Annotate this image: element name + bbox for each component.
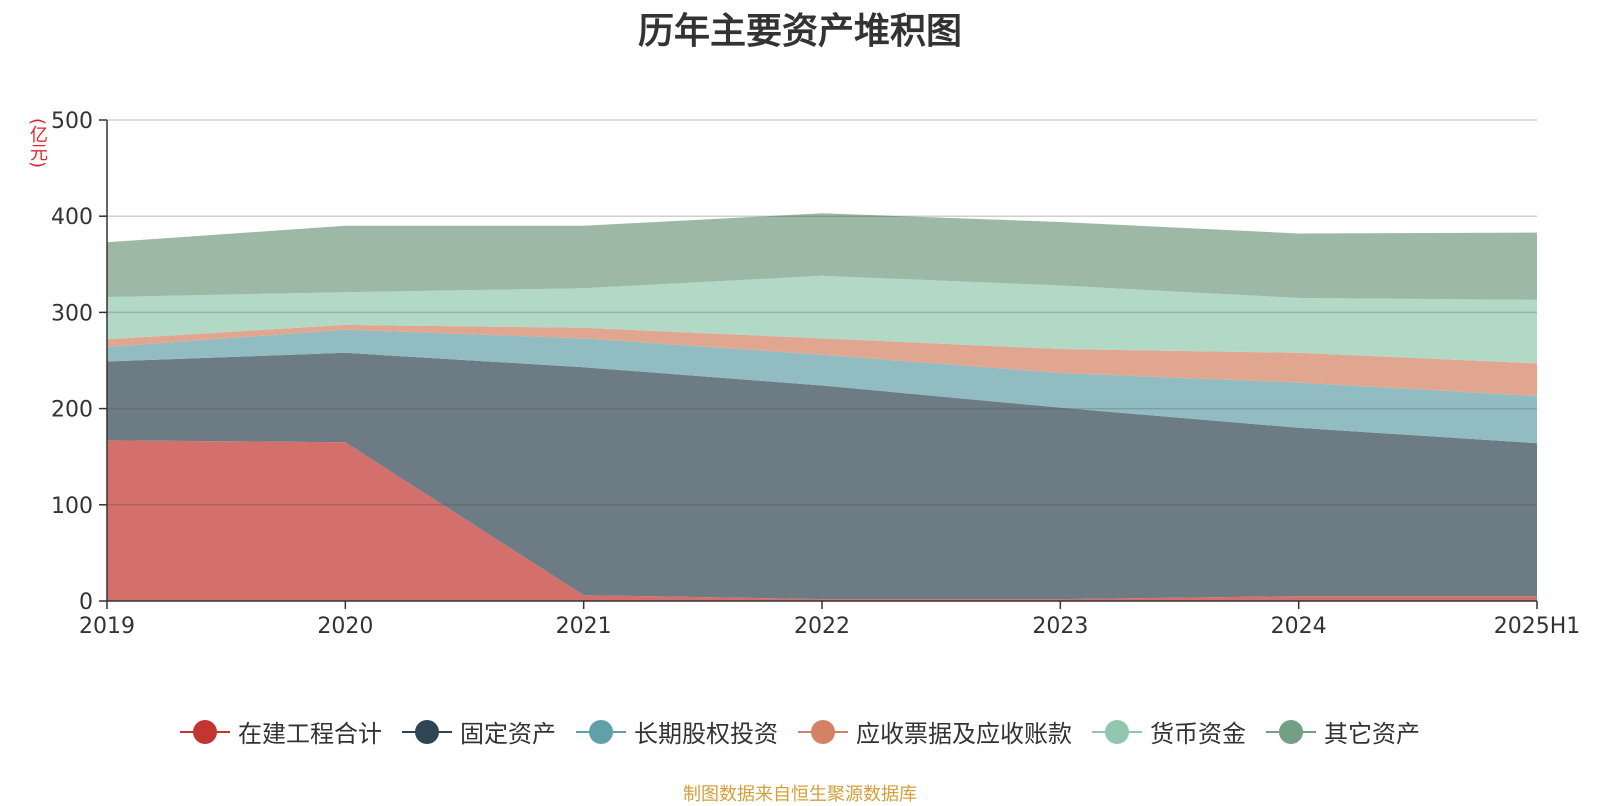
legend-marker-icon: [402, 719, 452, 744]
y-tick-label: 200: [51, 398, 93, 423]
stacked-area-chart: 0 100 200 300 400 500 2019 2020 2021 2022 2023 2024…: [51, 109, 1580, 639]
area-series: [107, 213, 1537, 601]
legend-label: 在建工程合计: [238, 720, 382, 748]
y-tick-label: 500: [51, 109, 93, 134]
legend-item-1[interactable]: 在建工程合计: [180, 714, 382, 749]
area-series-1: [107, 440, 1537, 601]
area-series-4: [107, 324, 1537, 397]
legend-label: 固定资产: [460, 720, 556, 748]
legend-label: 长期股权投资: [634, 720, 778, 748]
legend-item-5[interactable]: 货币资金: [1092, 714, 1246, 749]
y-tick-label: 0: [79, 590, 93, 615]
legend-marker-icon: [180, 719, 230, 744]
legend-marker-icon: [576, 719, 626, 744]
area-series-5: [107, 275, 1537, 364]
x-tick-label: 2020: [317, 614, 373, 639]
y-tick-label: 300: [51, 301, 93, 326]
x-tick-label: 2021: [556, 614, 612, 639]
area-series-2: [107, 352, 1537, 600]
legend-label: 应收票据及应收账款: [856, 720, 1072, 748]
area-series-3: [107, 329, 1537, 444]
legend-item-4[interactable]: 应收票据及应收账款: [798, 714, 1072, 749]
legend-marker-icon: [1266, 719, 1316, 744]
legend-item-3[interactable]: 长期股权投资: [576, 714, 778, 749]
axes: 0 100 200 300 400 500 2019 2020 2021 2022 2023 2024…: [51, 109, 1580, 639]
area-series-6: [107, 213, 1537, 300]
legend-label: 货币资金: [1150, 720, 1246, 748]
y-tick-label: 100: [51, 494, 93, 519]
grid-lines: [107, 119, 1537, 506]
x-tick-label: 2022: [794, 614, 850, 639]
legend-item-6[interactable]: 其它资产: [1266, 714, 1420, 749]
legend-label: 其它资产: [1324, 720, 1420, 748]
x-tick-label: 2025H1: [1494, 614, 1581, 639]
y-tick-label: 400: [51, 205, 93, 230]
legend-item-2[interactable]: 固定资产: [402, 714, 556, 749]
chart-title: 历年主要资产堆积图: [637, 11, 962, 52]
x-tick-label: 2019: [79, 614, 135, 639]
y-axis-unit-label: (亿元): [27, 118, 48, 169]
x-tick-label: 2024: [1271, 614, 1327, 639]
x-tick-label: 2023: [1032, 614, 1088, 639]
legend-marker-icon: [798, 719, 848, 744]
data-source-note: 制图数据来自恒生聚源数据库: [683, 784, 917, 805]
legend-marker-icon: [1092, 719, 1142, 744]
legend: 在建工程合计 固定资产 长期股权投资 应收票据及应收账款 货币资金 其它资产: [0, 714, 1600, 749]
